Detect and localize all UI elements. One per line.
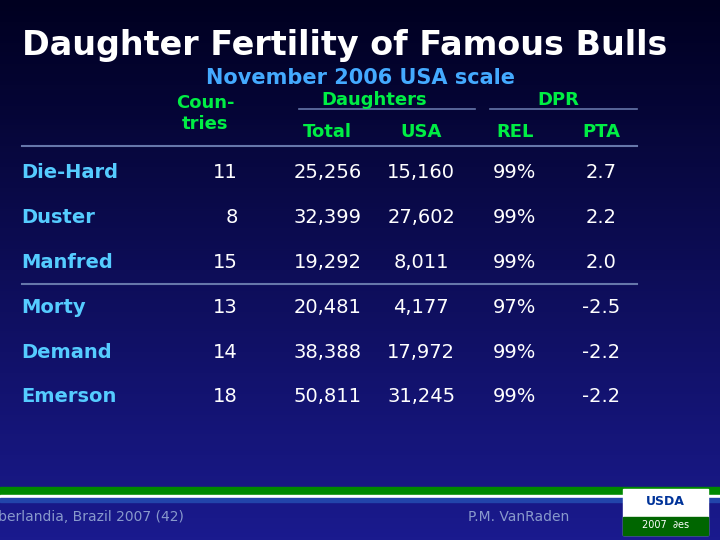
Text: 17,972: 17,972 (387, 342, 455, 362)
Text: PTA: PTA (582, 123, 620, 141)
Text: P.M. VanRaden: P.M. VanRaden (468, 510, 569, 524)
Bar (0, 487, 720, 495)
Text: 2007  ∂es: 2007 ∂es (642, 519, 689, 530)
Text: 32,399: 32,399 (294, 208, 361, 227)
Text: 97%: 97% (493, 298, 536, 317)
Text: 50,811: 50,811 (294, 387, 361, 407)
Text: 20,481: 20,481 (294, 298, 361, 317)
Text: Emerson: Emerson (22, 387, 117, 407)
Text: DPR: DPR (537, 91, 579, 109)
Text: 15,160: 15,160 (387, 163, 455, 183)
Text: 99%: 99% (493, 163, 536, 183)
Text: 2.2: 2.2 (585, 208, 617, 227)
Text: 99%: 99% (493, 253, 536, 272)
Text: 2.0: 2.0 (586, 253, 616, 272)
Text: 27,602: 27,602 (387, 208, 455, 227)
Text: -2.2: -2.2 (582, 342, 620, 362)
Text: 8: 8 (225, 208, 238, 227)
Text: 18: 18 (213, 387, 238, 407)
Text: 38,388: 38,388 (294, 342, 361, 362)
Bar (0, 495, 720, 498)
Text: Daughters: Daughters (322, 91, 427, 109)
Text: 31,245: 31,245 (387, 387, 455, 407)
Text: Demand: Demand (22, 342, 112, 362)
Text: 15: 15 (212, 253, 238, 272)
Text: 99%: 99% (493, 208, 536, 227)
Text: USA: USA (400, 123, 442, 141)
Text: 11: 11 (213, 163, 238, 183)
Text: Coun-
tries: Coun- tries (176, 94, 235, 133)
Text: 19,292: 19,292 (294, 253, 361, 272)
Text: USDA: USDA (646, 495, 685, 508)
Text: Morty: Morty (22, 298, 86, 317)
Text: 8,011: 8,011 (393, 253, 449, 272)
Text: 2.7: 2.7 (585, 163, 617, 183)
Text: 4,177: 4,177 (393, 298, 449, 317)
Text: 13: 13 (213, 298, 238, 317)
Text: REL: REL (496, 123, 534, 141)
Text: 14: 14 (213, 342, 238, 362)
Text: 99%: 99% (493, 342, 536, 362)
Bar (623, 517, 708, 535)
Text: Total: Total (303, 123, 352, 141)
Text: Manfred: Manfred (22, 253, 113, 272)
Bar (623, 489, 708, 535)
Text: Daughter Fertility of Famous Bulls: Daughter Fertility of Famous Bulls (22, 29, 667, 63)
Bar (0, 498, 720, 502)
Text: Uberlandia, Brazil 2007 (42): Uberlandia, Brazil 2007 (42) (0, 510, 184, 524)
Text: -2.2: -2.2 (582, 387, 620, 407)
Text: Duster: Duster (22, 208, 96, 227)
Text: 25,256: 25,256 (294, 163, 361, 183)
Text: -2.5: -2.5 (582, 298, 621, 317)
Text: November 2006 USA scale: November 2006 USA scale (205, 68, 515, 89)
Text: Die-Hard: Die-Hard (22, 163, 119, 183)
Text: 99%: 99% (493, 387, 536, 407)
